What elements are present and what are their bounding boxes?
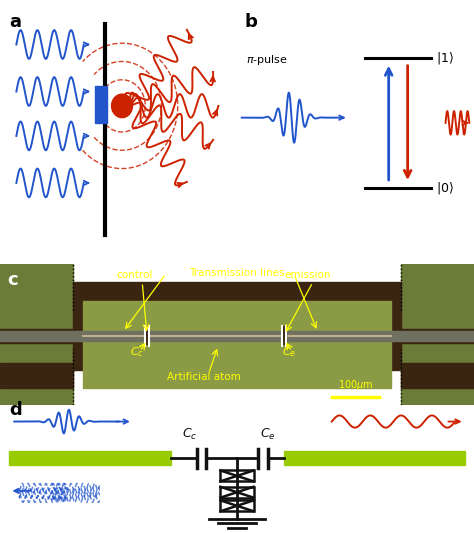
Bar bbox=[220, 471, 254, 481]
Bar bbox=[95, 86, 107, 123]
Text: $C_e$: $C_e$ bbox=[260, 427, 276, 442]
Bar bbox=[0, 331, 474, 341]
Bar bbox=[145, 326, 148, 344]
Bar bbox=[401, 362, 474, 388]
Bar bbox=[220, 500, 254, 511]
Bar bbox=[284, 451, 465, 465]
Text: $C_e$: $C_e$ bbox=[282, 345, 296, 359]
Text: Artificial atom: Artificial atom bbox=[167, 372, 241, 382]
Text: Transmission lines: Transmission lines bbox=[189, 268, 285, 278]
Bar bbox=[379, 329, 474, 343]
Text: $|1\rangle$: $|1\rangle$ bbox=[436, 50, 454, 66]
Text: $C_c$: $C_c$ bbox=[182, 427, 197, 442]
Text: a: a bbox=[9, 13, 21, 31]
Text: $C_c$: $C_c$ bbox=[130, 345, 144, 359]
Bar bbox=[73, 282, 401, 370]
Bar bbox=[83, 301, 391, 388]
Text: c: c bbox=[7, 271, 18, 289]
Bar bbox=[282, 326, 286, 344]
Bar bbox=[0, 362, 73, 388]
Text: b: b bbox=[244, 13, 257, 31]
Bar bbox=[0, 264, 73, 405]
Text: d: d bbox=[9, 401, 22, 419]
Text: emission: emission bbox=[284, 270, 331, 280]
Text: control: control bbox=[116, 270, 153, 280]
Bar bbox=[220, 487, 254, 498]
Bar bbox=[0, 329, 95, 343]
Bar bbox=[9, 451, 171, 465]
Text: $\pi$-pulse: $\pi$-pulse bbox=[246, 53, 289, 67]
Circle shape bbox=[111, 94, 132, 118]
Text: $|0\rangle$: $|0\rangle$ bbox=[436, 180, 454, 196]
Text: 100$\mu$m: 100$\mu$m bbox=[338, 378, 373, 392]
Bar bbox=[401, 264, 474, 405]
